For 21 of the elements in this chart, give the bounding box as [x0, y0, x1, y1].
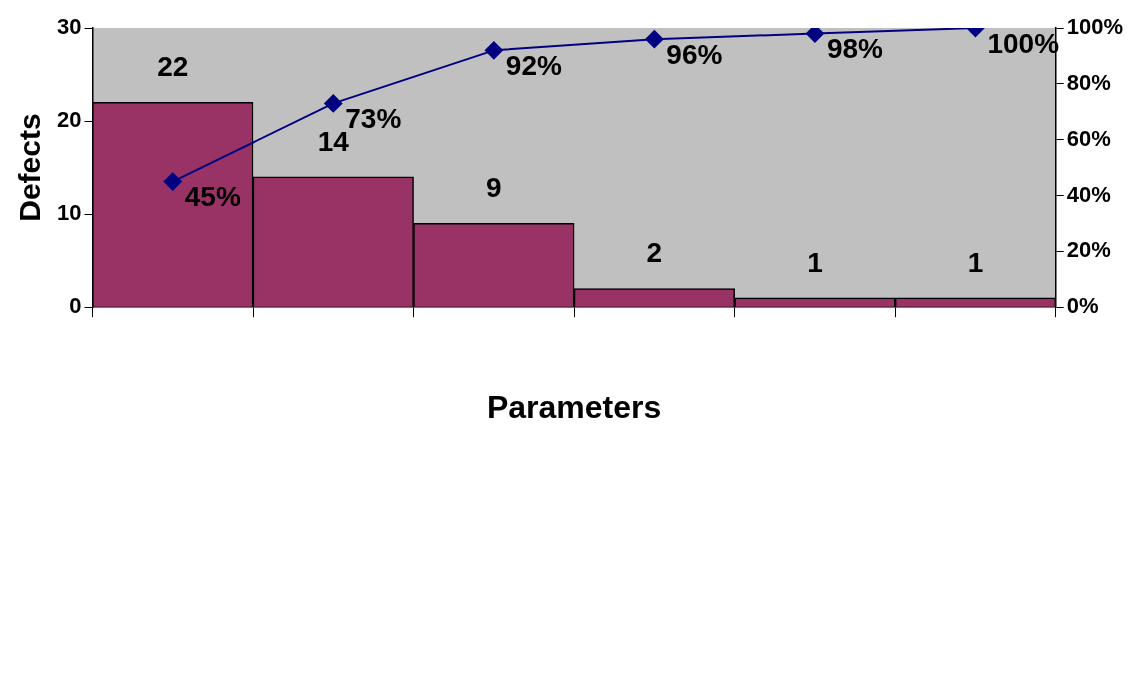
data-label: 92% — [505, 50, 562, 82]
y2-tick-label: 100% — [1066, 14, 1124, 40]
y-tick-label: 20 — [56, 107, 82, 133]
y2-tick-label: 80% — [1066, 69, 1111, 95]
data-label: 2 — [646, 237, 663, 269]
y-tick-label: 0 — [69, 293, 82, 319]
y2-tick-label: 0% — [1066, 293, 1099, 319]
data-label: 96% — [666, 38, 723, 70]
data-label: 45% — [184, 181, 241, 213]
data-label: 1 — [967, 246, 984, 278]
y-tick-label: 10 — [56, 200, 82, 226]
y2-tick-label: 20% — [1066, 237, 1111, 263]
x-axis-title: Parameters — [486, 388, 662, 425]
data-label: 98% — [826, 33, 884, 65]
y-tick-label: 30 — [56, 14, 82, 40]
y2-tick-label: 60% — [1066, 125, 1111, 151]
y2-tick-label: 40% — [1066, 181, 1111, 207]
y-axis-title: Defects — [13, 113, 47, 222]
data-label: 9 — [486, 172, 502, 204]
data-label: 1 — [807, 246, 823, 278]
data-label: 22 — [157, 51, 189, 83]
